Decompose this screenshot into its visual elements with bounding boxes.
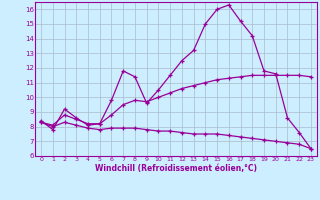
X-axis label: Windchill (Refroidissement éolien,°C): Windchill (Refroidissement éolien,°C) <box>95 164 257 173</box>
